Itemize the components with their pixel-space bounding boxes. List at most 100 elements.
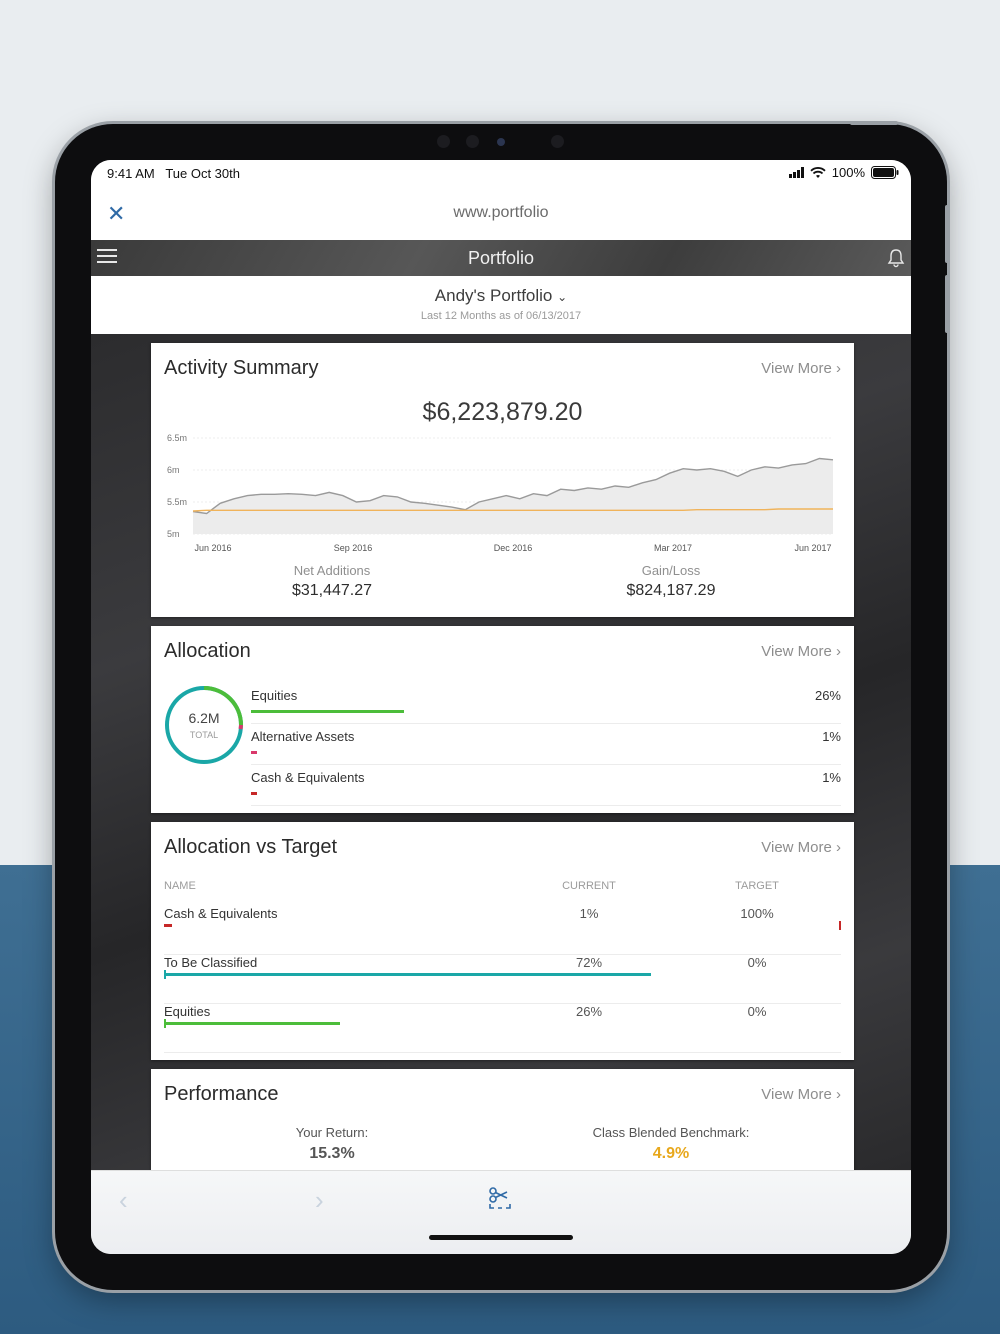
allocation-bar (251, 792, 257, 795)
bell-icon[interactable] (885, 247, 907, 269)
activity-total: $6,223,879.20 (422, 398, 583, 426)
date: Tue Oct 30th (165, 166, 240, 181)
target-percent: 0% (747, 955, 767, 970)
view-more-link[interactable]: View More › (761, 839, 841, 856)
y-tick-label: 5m (167, 529, 180, 539)
asset-class-name: Cash & Equivalents (164, 906, 278, 921)
camera-icon (497, 138, 505, 146)
your-return-value: 15.3% (309, 1145, 355, 1162)
your-return-label: Your Return: (295, 1125, 369, 1140)
close-icon[interactable]: ✕ (107, 201, 126, 226)
target-percent: 100% (740, 906, 774, 921)
asset-class-name: To Be Classified (164, 955, 258, 970)
view-more-link[interactable]: View More › (761, 1086, 841, 1103)
portfolio-area (193, 458, 833, 534)
status-indicators: 100% (788, 165, 899, 180)
x-tick-label: Sep 2016 (334, 543, 373, 553)
current-bar (164, 1022, 341, 1025)
column-header-name: NAME (164, 880, 196, 892)
card-title: Activity Summary (164, 357, 319, 379)
performance-card: Performance View More › Your Return: 15.… (151, 1069, 854, 1170)
sensor-dot (466, 135, 479, 148)
x-tick-label: Jun 2017 (794, 543, 831, 553)
portfolio-value-line (192, 457, 834, 515)
your-return: Your Return: 15.3% (182, 1125, 482, 1163)
x-tick-label: Mar 2017 (654, 543, 692, 553)
battery-percent: 100% (831, 165, 865, 180)
allocation-target-row[interactable]: Cash & Equivalents 1% 100% (164, 906, 841, 955)
volume-button (945, 205, 949, 263)
portfolio-selector: Andy's Portfolio ⌄ Last 12 Months as of … (91, 276, 911, 334)
allocation-target-row[interactable]: Equities 26% 0% (164, 1004, 841, 1053)
y-tick-label: 5.5m (167, 497, 187, 507)
app-title: Portfolio (467, 248, 535, 268)
allocation-name: Cash & Equivalents (251, 770, 365, 785)
app-header: Portfolio (91, 240, 911, 276)
current-bar (164, 924, 172, 927)
menu-icon[interactable] (97, 249, 117, 265)
allocation-row[interactable]: Cash & Equivalents 1% (251, 766, 841, 806)
status-time: 9:41 AM Tue Oct 30th (107, 166, 240, 181)
browser-toolbar: ‹ › (91, 1170, 911, 1254)
gain-loss-value: $824,187.29 (626, 582, 716, 599)
power-button (850, 121, 898, 125)
content-area: Activity Summary View More › $6,223,879.… (91, 334, 911, 1170)
current-percent: 1% (579, 906, 599, 921)
gain-loss: Gain/Loss $824,187.29 (521, 563, 821, 600)
battery-icon (871, 166, 899, 179)
url-text: www.portfolio (453, 204, 549, 221)
portfolio-name: Andy's Portfolio (434, 286, 553, 305)
signal-icon (788, 167, 804, 178)
allocation-vs-target-card: Allocation vs Target View More › NAME CU… (151, 822, 854, 1060)
home-indicator[interactable] (429, 1235, 573, 1240)
allocation-name: Equities (251, 688, 298, 703)
net-additions-label: Net Additions (293, 563, 371, 578)
view-more-link[interactable]: View More › (761, 360, 841, 377)
clock: 9:41 AM (107, 166, 155, 181)
activity-summary-card: Activity Summary View More › $6,223,879.… (151, 343, 854, 617)
volume-button (945, 275, 949, 333)
current-bar (164, 973, 652, 976)
net-additions: Net Additions $31,447.27 (182, 563, 482, 600)
chevron-down-icon: ⌄ (557, 290, 568, 304)
activity-chart: 6.5m 6m 5.5m 5m Jun 2016 Sep 2016 Dec 2016 Mar… (167, 433, 834, 553)
allocation-row[interactable]: Alternative Assets 1% (251, 725, 841, 765)
allocation-target-row[interactable]: To Be Classified 72% 0% (164, 955, 841, 1004)
allocation-bar (251, 710, 405, 713)
x-tick-label: Jun 2016 (194, 543, 231, 553)
start-marker (164, 1019, 166, 1028)
card-title: Allocation vs Target (164, 836, 338, 858)
back-button[interactable]: ‹ (119, 1185, 128, 1215)
sensor-dot (437, 135, 450, 148)
y-tick-label: 6.5m (167, 433, 187, 443)
donut-total-value: 6.2M (188, 710, 219, 726)
allocation-card: Allocation View More › 6.2M TOTAL Equiti… (151, 626, 854, 813)
screen: 9:41 AM Tue Oct 30th 100% ✕ www.portfoli… (91, 160, 911, 1254)
allocation-bar (251, 751, 257, 754)
card-title: Performance (164, 1083, 279, 1105)
card-title: Allocation (164, 640, 251, 662)
column-header-target: TARGET (735, 880, 779, 892)
target-marker (839, 921, 841, 930)
allocation-donut: 6.2M TOTAL (165, 686, 243, 764)
gain-loss-label: Gain/Loss (641, 563, 701, 578)
allocation-percent: 1% (822, 729, 841, 744)
y-tick-label: 6m (167, 465, 180, 475)
benchmark-label: Class Blended Benchmark: (592, 1125, 750, 1140)
portfolio-dropdown[interactable]: Andy's Portfolio ⌄ (91, 286, 911, 306)
forward-button[interactable]: › (315, 1185, 324, 1215)
target-percent: 0% (747, 1004, 767, 1019)
portfolio-period: Last 12 Months as of 06/13/2017 (420, 310, 582, 322)
net-investment-line (192, 508, 833, 512)
current-percent: 26% (575, 1004, 603, 1019)
sensor-dot (551, 135, 564, 148)
current-percent: 72% (575, 955, 603, 970)
donut-total-label: TOTAL (190, 730, 218, 740)
view-more-link[interactable]: View More › (761, 643, 841, 660)
scissors-select-icon[interactable] (487, 1185, 513, 1211)
allocation-row[interactable]: Equities 26% (251, 684, 841, 724)
browser-bar: ✕ www.portfolio (91, 188, 911, 240)
benchmark: Class Blended Benchmark: 4.9% (521, 1125, 821, 1163)
allocation-name: Alternative Assets (251, 729, 355, 744)
start-marker (164, 970, 166, 979)
